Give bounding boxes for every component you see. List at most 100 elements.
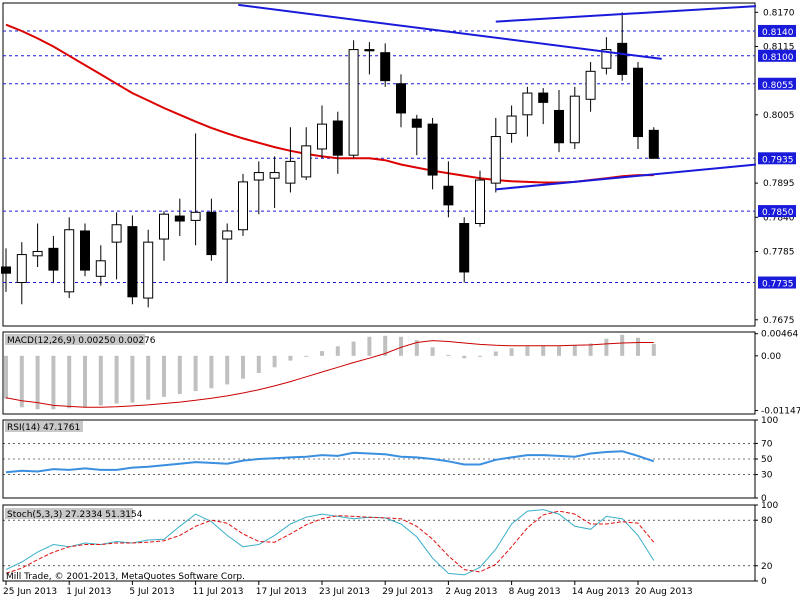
- macd-histogram-bar: [509, 348, 514, 356]
- macd-histogram-bar: [335, 346, 340, 356]
- candle-body: [238, 181, 248, 231]
- macd-histogram-bar: [478, 355, 482, 357]
- candle: [522, 86, 533, 137]
- macd-histogram-bar: [541, 345, 546, 356]
- macd-histogram-bar: [525, 346, 530, 356]
- level-price-box: [758, 24, 796, 37]
- level-price-text: 0.7935: [762, 155, 794, 165]
- candle-body: [269, 172, 280, 179]
- axis-background: [756, 0, 800, 600]
- candle-body: [522, 92, 533, 116]
- macd-histogram-bar: [35, 355, 40, 410]
- candle-body: [411, 118, 422, 128]
- macd-histogram-bar: [114, 355, 119, 404]
- level-price-box: [758, 152, 796, 165]
- candle: [427, 117, 438, 190]
- candle: [617, 12, 628, 81]
- candle: [159, 211, 169, 261]
- macd-histogram-bar: [83, 355, 87, 408]
- macd-histogram-bar: [351, 341, 356, 356]
- candle-body: [190, 211, 201, 221]
- price-axis-label: 0.8115: [763, 42, 795, 52]
- candle: [206, 198, 217, 261]
- macd-panel: MACD(12,26,9) 0.00250 0.00276 0.00464 0.00…: [2, 330, 800, 417]
- candle: [143, 229, 154, 308]
- macd-histogram-bar: [620, 334, 625, 356]
- rsi-axis-label: 50: [761, 455, 773, 465]
- level-price-label: 0.8140: [758, 24, 796, 38]
- rsi-line: [5, 450, 655, 474]
- time-axis-label: 11 Jul 2013: [193, 587, 244, 597]
- candle-body: [317, 123, 327, 150]
- macd-histogram-bar: [177, 355, 182, 394]
- macd-histogram-bar: [446, 354, 451, 356]
- macd-axis-label: 0.00464: [761, 330, 798, 340]
- rsi-title: RSI(14) 47.1761: [7, 423, 80, 433]
- price-frame: [2, 2, 756, 327]
- time-axis-label: 20 Aug 2013: [635, 587, 693, 597]
- candle-body: [95, 260, 106, 277]
- candle-body: [301, 145, 312, 178]
- candle: [174, 198, 185, 236]
- time-axis-label: 2 Aug 2013: [445, 587, 497, 597]
- macd-histogram-bar: [162, 355, 166, 397]
- macd-histogram-bar: [367, 336, 372, 356]
- macd-histogram-bar: [430, 347, 435, 356]
- candle-body: [64, 229, 75, 293]
- rsi-title-bg: [5, 421, 83, 432]
- candle-body: [206, 211, 217, 256]
- candle-body: [648, 129, 659, 159]
- price-axis-label: 0.7785: [763, 247, 795, 257]
- level-price-text: 0.7850: [762, 208, 794, 218]
- candle-body: [633, 67, 643, 138]
- macd-histogram-bar: [225, 355, 230, 385]
- level-price-box: [758, 77, 796, 90]
- level-price-box: [758, 276, 796, 289]
- stochastic-axis-label: 20: [761, 562, 773, 572]
- time-axis-label: 14 Aug 2013: [572, 587, 630, 597]
- macd-histogram-bar: [256, 355, 261, 373]
- candle-body: [253, 172, 264, 181]
- price-axis-label: 0.7675: [763, 316, 795, 326]
- macd-signal-line: [5, 340, 654, 408]
- macd-histogram-bar: [241, 355, 245, 379]
- candle: [332, 111, 343, 174]
- candle: [380, 43, 391, 87]
- level-price-label: 0.7850: [758, 205, 796, 218]
- stochastic-frame: [2, 504, 756, 582]
- macd-axis-label: -0.01147: [761, 407, 800, 417]
- rsi-panel: RSI(14) 47.1761 100 70 50 30 0: [2, 416, 778, 504]
- level-price-text: 0.8100: [762, 53, 794, 63]
- macd-histogram-bar: [4, 355, 8, 399]
- candle-body: [538, 92, 549, 103]
- macd-histogram-bar: [651, 343, 656, 356]
- stochastic-main-line: [5, 509, 655, 576]
- stochastic-panel: Stoch(5,3,3) 27.2334 51.3154 100 80 20 0: [2, 501, 778, 587]
- macd-histogram-bar: [19, 355, 24, 408]
- candle: [190, 133, 201, 246]
- trendline: [495, 5, 757, 23]
- candle-body: [585, 70, 596, 100]
- price-axis-label: 0.7895: [763, 179, 795, 189]
- trendline: [495, 163, 757, 191]
- candle-body: [380, 52, 391, 82]
- candle: [443, 161, 454, 218]
- candle: [285, 127, 296, 193]
- candle-body: [569, 95, 580, 144]
- macd-histogram-bar: [67, 355, 72, 409]
- macd-histogram-bar: [51, 355, 56, 410]
- candle: [396, 74, 406, 128]
- candle: [238, 173, 248, 236]
- candle-body: [459, 223, 470, 273]
- macd-histogram-bar: [557, 346, 561, 356]
- candle: [364, 42, 375, 75]
- time-axis-label: 1 Jul 2013: [66, 587, 111, 597]
- macd-histogram-bar: [193, 355, 198, 392]
- candle-body: [617, 42, 628, 75]
- level-price-label: 0.7735: [758, 276, 796, 290]
- level-price-box: [758, 205, 796, 218]
- price-axis-label: 0.8170: [763, 8, 795, 18]
- rsi-axis-label: 30: [761, 471, 773, 481]
- stochastic-axis-label: 80: [761, 516, 773, 526]
- stochastic-title: Stoch(5,3,3) 27.2334 51.3154: [7, 510, 143, 520]
